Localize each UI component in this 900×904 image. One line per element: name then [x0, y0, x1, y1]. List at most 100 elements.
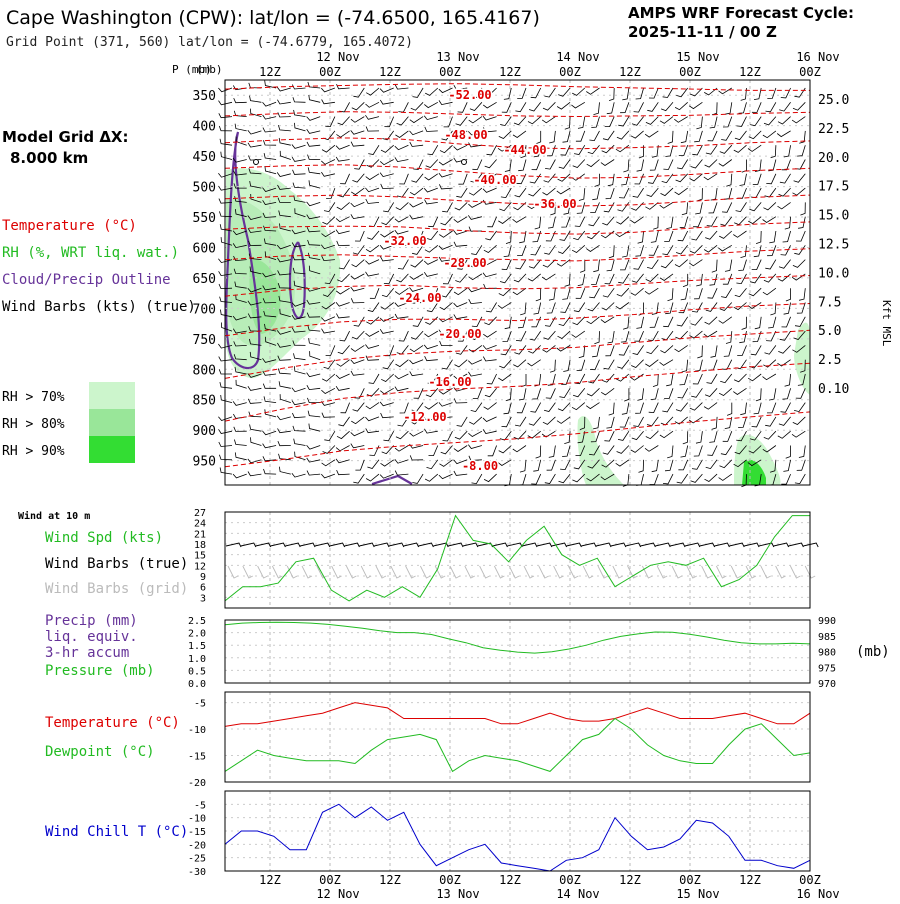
wind-barb: [292, 340, 306, 346]
wind-barb: [234, 439, 247, 446]
wind-barb: [425, 87, 439, 96]
cross-section-frame: [224, 79, 811, 486]
wind-barb: [534, 216, 542, 230]
isotherm-label: -28.00: [443, 256, 486, 270]
wind-barb: [498, 445, 512, 454]
wind-barb: [219, 296, 233, 303]
wind-barb: [457, 102, 468, 113]
y-tick: -20: [188, 778, 206, 789]
height-axis-label: Kft MSL: [880, 300, 893, 347]
wind-barb: [616, 445, 630, 454]
wind-barb: [704, 159, 718, 168]
y-tick: 18: [194, 540, 206, 551]
wind-barbs-legend: Wind Barbs (kts) (true): [2, 299, 196, 315]
wind-barb: [519, 459, 527, 473]
wind-barb: [791, 116, 806, 124]
wind-barb: [781, 473, 791, 485]
wind-barb: [232, 328, 247, 334]
wind-barb: [528, 102, 542, 112]
wind-barb: [453, 314, 468, 320]
wind-barb: [646, 187, 659, 197]
wind-barb: [708, 359, 718, 371]
wind-barb: [292, 182, 306, 189]
wind-barb: [664, 230, 674, 242]
pressure-frame: [224, 619, 811, 684]
wind-barb: [397, 259, 409, 270]
wind-barb: [263, 225, 277, 232]
y-tick: 6: [200, 583, 206, 594]
wind-barb: [321, 144, 336, 153]
wind-barb: [794, 316, 806, 327]
wind-barb: [247, 129, 262, 135]
wind-barb: [751, 102, 762, 113]
wind-barb: [294, 122, 306, 132]
wind-barb: [247, 398, 262, 404]
wind-barb: [779, 330, 791, 341]
wind-barb: [324, 273, 336, 285]
accum-label: 3-hr accum: [45, 645, 129, 661]
wind-barb: [294, 451, 306, 461]
wind-barb: [467, 215, 482, 220]
wind-barb: [442, 273, 453, 285]
wind-barb: [589, 288, 600, 299]
pressure-series: [224, 621, 811, 654]
wind-barb: [352, 245, 365, 255]
wind-barb: [398, 330, 409, 342]
wind-barb: [592, 345, 600, 358]
wind-barb: [680, 288, 689, 301]
wind-barb: [233, 255, 247, 262]
wind-barb: [695, 202, 703, 215]
precip-tick: 2.5: [188, 616, 206, 627]
wind-barb: [367, 230, 380, 240]
wind-barb: [486, 373, 497, 385]
wind-barb: [571, 402, 586, 411]
wind-barb: [250, 193, 262, 203]
wind-barb: [783, 302, 791, 315]
rh80-swatch: [89, 409, 135, 436]
wind-barb: [572, 473, 586, 483]
wind-barb: [792, 102, 806, 111]
wind-barb: [438, 244, 453, 250]
wind-barb: [501, 416, 512, 428]
wind-barb: [350, 116, 365, 123]
wind-barb: [705, 459, 718, 470]
wind-barb: [307, 325, 321, 332]
wind-barb: [606, 102, 615, 115]
wind-barb: [397, 416, 409, 427]
pressure-tick: 500: [193, 181, 216, 196]
wind-barb: [365, 244, 380, 253]
wind-barb: [218, 429, 233, 434]
y-tick: 3: [200, 593, 206, 604]
grid-barb: [553, 565, 564, 579]
wind-barb: [455, 345, 468, 355]
grid-barb: [271, 565, 283, 579]
wind-barb: [692, 302, 703, 313]
wind-barb: [218, 113, 233, 119]
wind-barb: [531, 159, 542, 171]
wind-barb: [321, 316, 336, 322]
wind-barb: [721, 130, 733, 141]
wind-barb: [690, 159, 703, 169]
wind-barb: [321, 387, 336, 394]
wind-barb: [383, 273, 395, 285]
wind-barb: [249, 95, 262, 103]
time-tick-top: 00Z: [319, 65, 341, 79]
pressure-tick: 750: [193, 333, 216, 348]
wind-barb: [306, 116, 321, 121]
wind-barb: [675, 402, 689, 412]
wind-barb: [601, 459, 615, 468]
wind-barb: [336, 313, 350, 319]
wind-barb: [218, 125, 233, 132]
wind-barb: [278, 210, 291, 218]
cross-section-panel: 350 400 450 500 550 600 650 700 750 800 850 900 950 2…: [172, 63, 893, 488]
wind-barb: [394, 459, 409, 464]
wind-barb: [277, 440, 291, 447]
wind-barb: [409, 455, 424, 461]
wind-barb: [665, 302, 674, 315]
wind-barb: [468, 430, 483, 437]
wind-barb: [382, 359, 395, 370]
windchill-series: [224, 803, 811, 872]
wind-barb: [218, 343, 233, 349]
wind-barb: [659, 273, 674, 281]
wind-barb: [411, 173, 424, 183]
